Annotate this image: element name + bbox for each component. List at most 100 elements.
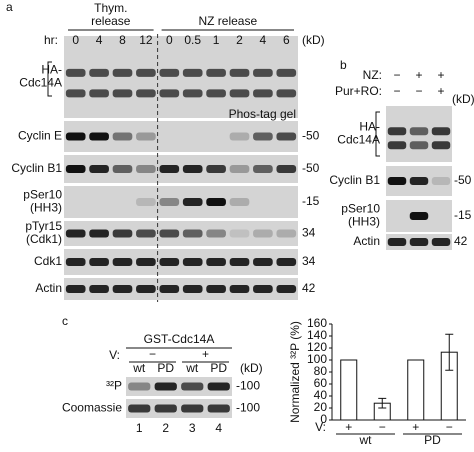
band — [89, 165, 109, 173]
timepoint: 0 — [166, 33, 173, 47]
y-tick-label: 140 — [307, 328, 327, 342]
blot-title: GST-Cdc14A — [144, 332, 215, 346]
y-tick-label: 100 — [307, 352, 327, 366]
band — [276, 132, 297, 141]
row-label: ³²P — [106, 379, 122, 393]
row-label: (Cdk1) — [26, 232, 62, 246]
panel-label: c — [62, 314, 68, 328]
band — [65, 68, 86, 77]
band — [207, 404, 230, 413]
band — [112, 229, 133, 238]
panel-label: a — [6, 0, 13, 14]
band — [229, 285, 250, 293]
band — [65, 165, 86, 173]
band — [229, 258, 250, 266]
y-tick-label: 60 — [314, 376, 328, 390]
band — [136, 68, 156, 77]
timepoint: 8 — [119, 33, 126, 47]
band — [65, 132, 86, 141]
timepoint: 0 — [72, 33, 79, 47]
band — [206, 89, 226, 98]
band — [206, 68, 226, 77]
v-sign: + — [202, 347, 209, 361]
band — [182, 285, 203, 293]
bar — [407, 359, 425, 421]
timepoint: 1 — [213, 33, 220, 47]
band — [136, 258, 156, 266]
error-bar — [378, 397, 387, 409]
band — [387, 177, 407, 185]
kd-marker: -15 — [454, 208, 472, 222]
band — [431, 141, 451, 150]
band — [128, 382, 151, 391]
band — [253, 68, 273, 77]
band — [229, 198, 250, 206]
band — [276, 229, 297, 238]
band — [276, 68, 297, 77]
y-tick-label: 160 — [307, 316, 327, 330]
row-label: Cdk1 — [34, 254, 62, 268]
band — [89, 68, 109, 77]
x-tick-label: + — [412, 420, 419, 434]
blot-strip — [126, 399, 232, 418]
band — [229, 165, 250, 173]
lane-label: PD — [157, 361, 174, 375]
band — [89, 89, 109, 98]
row-label: Coomassie — [62, 401, 122, 415]
band — [154, 404, 177, 413]
blot-strip — [64, 36, 298, 118]
x-tick-label: − — [379, 420, 386, 434]
row-label: Actin — [353, 234, 380, 248]
timepoint: 0.5 — [184, 33, 201, 47]
band — [65, 89, 86, 98]
condition-sign: − — [415, 84, 422, 98]
blot-strip — [64, 278, 298, 300]
band — [89, 258, 109, 266]
band — [409, 238, 429, 246]
row-label: Cyclin B1 — [11, 161, 62, 175]
row-label: pSer10 — [23, 188, 62, 202]
band — [276, 258, 297, 266]
band — [229, 229, 250, 238]
band — [159, 285, 180, 293]
blot-strip — [64, 186, 298, 218]
band — [229, 68, 250, 77]
kd-marker: 42 — [302, 281, 316, 295]
y-tick-label: 0 — [320, 412, 327, 426]
band — [409, 141, 429, 150]
kd-marker: -50 — [302, 161, 320, 175]
annotation: Phos-tag gel — [229, 107, 296, 121]
band — [182, 89, 203, 98]
band — [253, 285, 273, 293]
band — [128, 404, 151, 413]
band — [112, 68, 133, 77]
band — [387, 127, 407, 136]
group-label: release — [91, 14, 131, 28]
v-label: V: — [109, 348, 120, 362]
band — [253, 132, 273, 141]
band — [229, 132, 250, 141]
band — [206, 198, 226, 206]
group-label: Thym. — [94, 1, 127, 15]
group-label: NZ release — [198, 14, 257, 28]
band — [253, 258, 273, 266]
band — [253, 165, 273, 173]
x-tick-label: − — [446, 420, 453, 434]
row-label: Cdc14A — [337, 133, 380, 147]
condition-sign: + — [437, 84, 444, 98]
y-tick-label: 20 — [314, 400, 328, 414]
y-tick-label: 120 — [307, 340, 327, 354]
band — [387, 141, 407, 150]
lane-label: wt — [185, 361, 199, 375]
lane-label: wt — [132, 361, 146, 375]
band — [112, 89, 133, 98]
v-sign: − — [149, 347, 156, 361]
kd-label: (kD) — [302, 33, 325, 47]
band — [409, 212, 429, 220]
kd-marker: -100 — [236, 401, 260, 415]
row-label: pSer10 — [341, 202, 380, 216]
condition-sign: − — [393, 84, 400, 98]
band — [112, 285, 133, 293]
timepoint: 12 — [139, 33, 153, 47]
